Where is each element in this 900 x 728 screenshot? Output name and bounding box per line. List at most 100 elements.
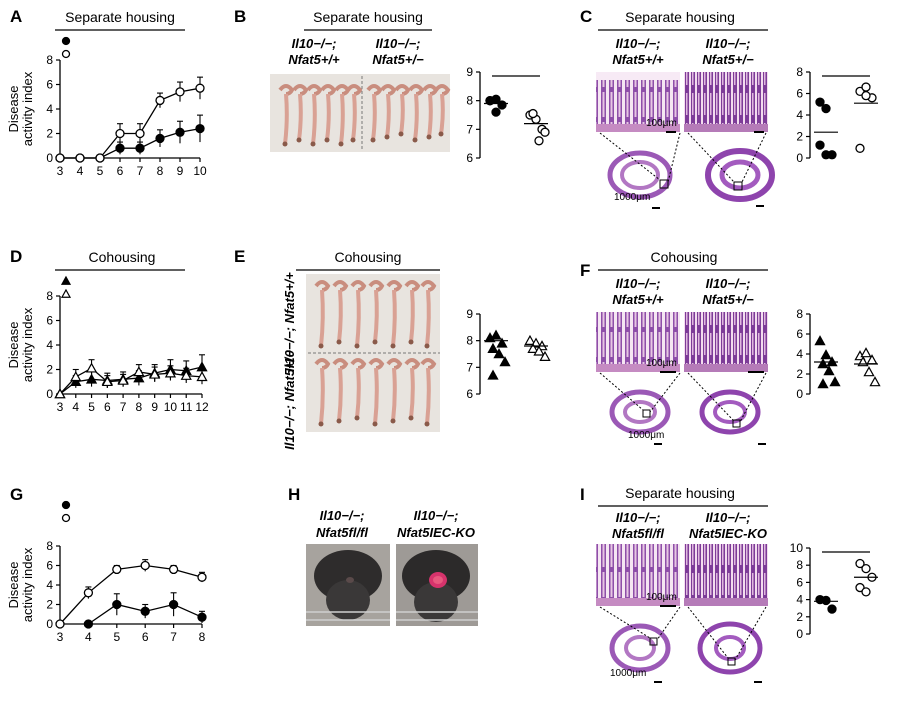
colon-e-bottom-loop: [332, 358, 349, 370]
colon-e-top-pellet: [318, 343, 324, 349]
colon-e-bottom: [314, 358, 331, 427]
panel-label-c: C: [580, 7, 592, 26]
panel-a-xtick-label: 10: [193, 164, 207, 178]
panel-e-header: Cohousing: [335, 249, 402, 265]
colon-e-bottom-body: [425, 367, 431, 425]
panel-g-series-1-point: [168, 564, 179, 575]
panel-label-i: I: [580, 485, 585, 504]
panel-d-series-1-point: [196, 371, 208, 382]
colon-e-top-body: [391, 289, 397, 347]
panel-i-chart: 0 2 4 6 8 10: [790, 541, 878, 641]
panel-f-scale-100: 100μm: [646, 358, 677, 369]
panel-a-ylabel-line2: activity index: [20, 71, 35, 146]
panel-a-series-0-point: [115, 143, 125, 153]
colon-e-bottom: [420, 358, 437, 427]
colon-e-top-loop: [420, 280, 437, 292]
panel-e-group-0-point: [499, 356, 511, 367]
panel-f-group-0-point: [829, 376, 841, 387]
colon-e-bottom-loop: [404, 358, 421, 370]
panel-e-group-0-point: [487, 369, 499, 380]
panel-e-group-0-point: [493, 348, 505, 359]
panel-i-ytick-label: 0: [796, 627, 803, 641]
colon-b-right-loop: [394, 84, 411, 96]
panel-d-ytick-label: 6: [46, 314, 53, 328]
colon-b-left: [278, 84, 295, 147]
colon-b-right-pellet: [426, 134, 432, 140]
panel-d-xtick-label: 5: [88, 400, 95, 414]
panel-f-group-1-point: [869, 376, 881, 387]
colon-b-left-body: [311, 93, 317, 145]
colon-b-left-loop: [306, 84, 323, 96]
colon-b-right-body: [427, 93, 433, 138]
colon-e-top-pellet: [424, 343, 430, 349]
panel-c-group-1-point: [861, 82, 871, 92]
colon-e-top: [386, 280, 403, 349]
colon-e-bottom-loop: [386, 358, 403, 370]
panel-d-xtick-label: 4: [72, 400, 79, 414]
panel-d-ytick-label: 4: [46, 338, 53, 352]
colon-e-bottom-pellet: [408, 415, 414, 421]
panel-c-histology: [596, 72, 775, 209]
panel-a-series-0-point: [195, 123, 205, 134]
colon-e-top-loop: [332, 280, 349, 292]
colon-e-bottom: [404, 358, 421, 421]
panel-b-geno-right-line1: Il10−/−;: [376, 36, 421, 51]
panel-c-geno-right-line1: Il10−/−;: [706, 36, 751, 51]
panel-i-ytick-label: 8: [796, 558, 803, 572]
panel-i-group-0-point: [827, 604, 837, 614]
colon-e-top-pellet: [354, 343, 360, 349]
panel-b-colon-photo: [270, 74, 451, 152]
panel-i-ytick-label: 4: [796, 593, 803, 607]
panel-e-geno-top: Il10−/−; Nfat5+/+: [282, 272, 297, 372]
panel-c-ytick-label: 4: [796, 108, 803, 122]
colon-e-bottom-pellet: [336, 418, 342, 424]
panel-f-scale-1000: 1000μm: [628, 430, 664, 441]
panel-c-header: Separate housing: [625, 9, 735, 25]
colon-e-top: [404, 280, 421, 345]
panel-b-group-1-point: [540, 127, 550, 137]
panel-e-group-1-point: [524, 334, 536, 345]
panel-g-ylabel-line2: activity index: [20, 547, 35, 622]
panel-b-header: Separate housing: [313, 9, 423, 25]
panel-b-group-0-point: [491, 107, 501, 117]
panel-g-xtick-label: 6: [142, 630, 149, 644]
panel-d-ylabel-line1: Disease: [6, 322, 21, 369]
panel-f-group-1-point: [860, 347, 872, 358]
panel-b-group-1-point: [528, 108, 538, 119]
panel-f-geno-right-line1: Il10−/−;: [706, 276, 751, 291]
panel-a-ytick-label: 6: [46, 78, 53, 92]
colon-b-left-loop: [346, 84, 363, 96]
colon-b-right: [434, 84, 451, 137]
colon-e-top-body: [355, 289, 361, 347]
panel-f-group-0-point: [814, 335, 826, 346]
panel-d-series-0-point: [85, 373, 98, 384]
panel-b-group-1-point: [534, 136, 544, 146]
panel-c-ytick-label: 6: [796, 87, 803, 101]
panel-d-xtick-label: 9: [151, 400, 158, 414]
panel-c-group-0-point: [821, 103, 831, 114]
panel-g-series-1-point: [83, 588, 94, 598]
panel-d-legend-marker-1: [60, 288, 72, 298]
colon-b-left-pellet: [338, 141, 344, 147]
panel-a-xtick-label: 6: [117, 164, 124, 178]
panel-f-group-0-point: [823, 365, 835, 376]
panel-d-xtick-label: 7: [120, 400, 127, 414]
panel-d-xtick-label: 10: [164, 400, 178, 414]
colon-b-right-loop: [380, 84, 397, 96]
panel-f-ytick-label: 4: [796, 347, 803, 361]
panel-d-xtick-label: 11: [180, 400, 193, 414]
panel-c-group-1-point: [861, 91, 871, 101]
colon-e-bottom-pellet: [424, 421, 430, 427]
colon-e-top-body: [319, 289, 325, 347]
panel-a-ytick-label: 4: [46, 102, 53, 116]
panel-i-ytick-label: 6: [796, 575, 803, 589]
colon-e-bottom-body: [391, 367, 397, 422]
panel-e-ytick-label: 7: [466, 360, 473, 374]
panel-i-scale-1000: 1000μm: [610, 668, 646, 679]
colon-b-left: [346, 84, 363, 143]
colon-e-bottom: [368, 358, 385, 427]
colon-e-top-body: [337, 289, 343, 343]
panel-a-series-1-point: [155, 95, 165, 106]
colon-e-bottom-body: [355, 367, 361, 419]
